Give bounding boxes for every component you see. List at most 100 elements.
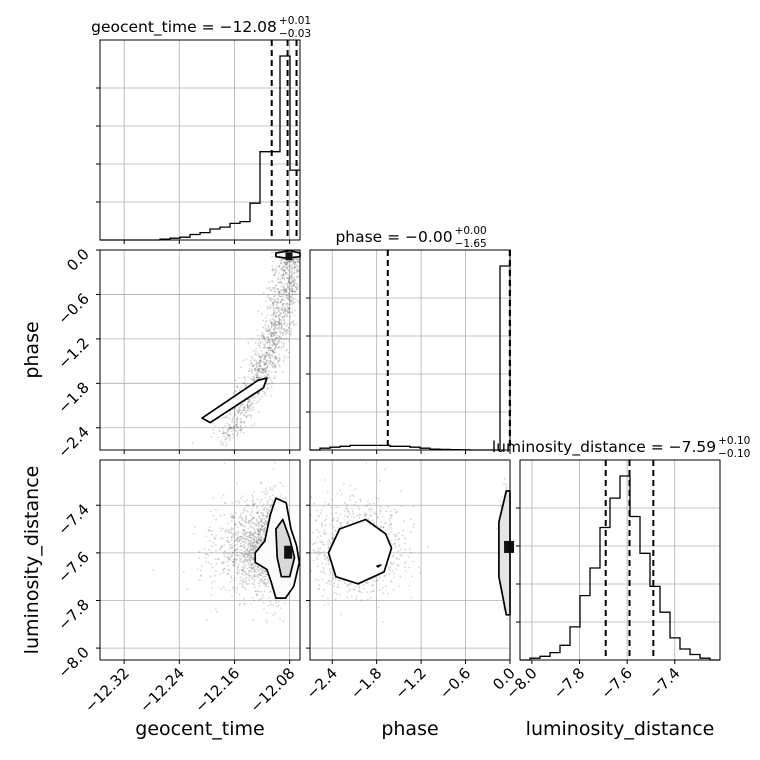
sample-point	[229, 426, 232, 429]
sample-point	[283, 342, 285, 344]
sample-point	[252, 568, 255, 570]
sample-point	[259, 342, 262, 345]
sample-point	[270, 333, 272, 336]
sample-point	[256, 376, 259, 378]
sample-point	[293, 275, 295, 278]
sample-point	[282, 303, 284, 305]
sample-point	[252, 516, 255, 519]
sample-point	[276, 327, 279, 330]
sample-point	[258, 370, 260, 373]
sample-point	[248, 534, 251, 537]
sample-point	[228, 423, 231, 426]
sample-point	[270, 332, 273, 334]
sample-point	[289, 296, 292, 299]
sample-point	[250, 551, 252, 554]
sample-point	[244, 570, 247, 573]
sample-point	[253, 539, 256, 542]
sample-point	[389, 523, 392, 525]
sample-point	[269, 359, 272, 362]
sample-point	[239, 421, 242, 423]
sample-point	[276, 281, 279, 284]
sample-point	[256, 512, 259, 514]
x-axis-label-geocent_time: geocent_time	[135, 718, 264, 740]
sample-point	[244, 532, 247, 535]
sample-point	[273, 343, 275, 346]
sample-point	[265, 339, 268, 342]
sample-point	[258, 598, 261, 601]
sample-point	[255, 371, 258, 374]
sample-point	[275, 315, 278, 318]
sample-point	[310, 570, 313, 572]
sample-point	[249, 560, 252, 563]
sample-point	[247, 531, 249, 534]
sample-point	[282, 293, 285, 296]
sample-point	[261, 594, 264, 596]
sample-point	[272, 313, 275, 316]
sample-point	[230, 427, 232, 430]
sample-point	[249, 551, 252, 554]
sample-point	[259, 365, 262, 367]
y-axis-label-luminosity_distance: luminosity_distance	[21, 466, 43, 655]
sample-point	[274, 348, 276, 350]
sample-point	[182, 571, 185, 573]
sample-point	[263, 335, 265, 338]
sample-point	[266, 611, 269, 614]
sample-point	[228, 552, 231, 555]
sample-point	[249, 519, 252, 522]
sample-point	[259, 531, 261, 534]
sample-point	[215, 535, 218, 537]
sample-point	[264, 355, 267, 358]
sample-point	[255, 575, 258, 577]
sample-point	[237, 418, 239, 421]
sample-point	[257, 393, 260, 395]
sample-point	[324, 501, 327, 504]
sample-point	[263, 345, 266, 348]
sample-point	[271, 280, 273, 283]
sample-point	[239, 429, 242, 431]
sample-point	[275, 331, 278, 334]
sample-point	[288, 299, 291, 302]
sample-point	[274, 271, 277, 273]
sample-point	[236, 588, 238, 590]
sample-point	[274, 351, 277, 354]
sample-point	[214, 558, 217, 560]
sample-point	[257, 573, 260, 575]
sample-point	[255, 536, 258, 539]
sample-point	[292, 280, 295, 282]
sample-point	[236, 539, 239, 542]
sample-point	[250, 526, 252, 529]
sample-point	[393, 542, 396, 545]
sample-point	[248, 399, 251, 401]
sample-point	[288, 293, 290, 296]
sample-point	[292, 271, 295, 274]
sample-point	[286, 284, 289, 287]
sample-point	[277, 287, 280, 290]
sample-point	[285, 266, 287, 268]
sample-point	[395, 510, 398, 513]
sample-point	[348, 589, 351, 592]
sample-point	[271, 348, 274, 351]
sample-point	[271, 298, 274, 300]
sample-point	[260, 536, 263, 539]
sample-point	[272, 350, 275, 353]
sample-point	[245, 542, 248, 545]
sample-point	[340, 525, 343, 528]
sample-point	[234, 562, 237, 564]
sample-point	[233, 544, 236, 547]
sample-point	[256, 541, 259, 544]
sample-point	[280, 268, 283, 271]
sample-point	[243, 550, 246, 553]
sample-point	[283, 314, 286, 317]
sample-point	[274, 320, 277, 323]
sample-point	[248, 550, 251, 553]
sample-point	[264, 372, 267, 374]
sample-point	[236, 385, 238, 388]
sample-point	[287, 326, 290, 329]
sample-point	[259, 539, 262, 541]
sample-point	[276, 301, 279, 304]
sample-point	[264, 323, 267, 326]
sample-point	[387, 525, 390, 527]
sample-point	[333, 582, 335, 585]
sample-point	[252, 559, 255, 561]
sample-point	[273, 322, 276, 325]
